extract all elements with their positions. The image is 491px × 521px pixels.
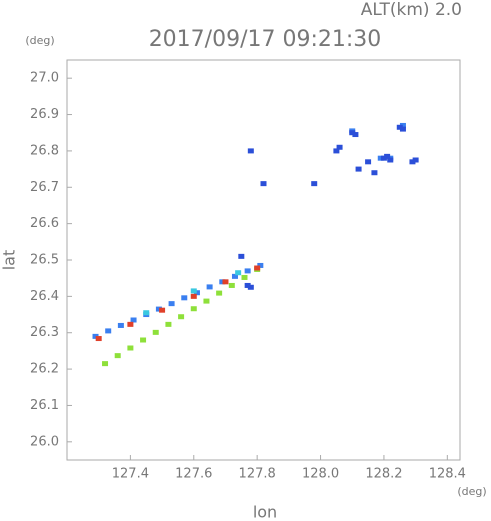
echo-point (257, 262, 264, 268)
echo-point (380, 155, 387, 161)
echo-point (311, 181, 318, 187)
echo-point (140, 337, 147, 343)
subtitle: ALT(km) 2.0 (361, 0, 462, 20)
echo-point (114, 353, 121, 359)
echo-point (231, 273, 238, 279)
y-unit: (deg) (25, 34, 54, 47)
plot-frame (66, 59, 461, 461)
y-tick-label: 26.3 (30, 325, 59, 340)
echo-point (155, 306, 162, 312)
y-tick-label: 26.2 (30, 362, 59, 377)
y-tick-label: 26.6 (30, 216, 59, 231)
echo-point (254, 265, 261, 271)
echo-point (244, 268, 251, 274)
echo-point (130, 317, 137, 323)
echo-point (244, 282, 251, 288)
echo-point (333, 148, 340, 154)
y-tick-label: 26.0 (30, 434, 59, 449)
y-tick-label: 26.7 (30, 180, 59, 195)
echo-point (260, 181, 267, 187)
x-label: lon (253, 503, 277, 521)
echo-point (165, 321, 172, 327)
echo-point (355, 166, 362, 172)
echo-point (235, 270, 242, 276)
echo-point (399, 126, 406, 132)
echo-point (168, 301, 175, 307)
echo-point (241, 274, 248, 280)
echo-point (143, 310, 150, 316)
echo-point (349, 130, 356, 136)
echo-point (92, 333, 99, 339)
echo-point (105, 328, 112, 334)
echo-point (206, 284, 213, 290)
echo-point (159, 307, 166, 313)
echo-point (219, 279, 226, 285)
echo-point (377, 155, 384, 161)
echo-point (193, 290, 200, 296)
echo-point (117, 322, 124, 328)
echo-point (190, 306, 197, 312)
y-label: lat (0, 250, 19, 271)
y-tick-label: 26.4 (30, 289, 59, 304)
y-tick-label: 26.1 (30, 398, 59, 413)
echo-point (95, 336, 102, 342)
echo-point (222, 279, 229, 285)
echo-point (371, 170, 378, 176)
echo-point (409, 159, 416, 165)
echo-point (384, 153, 391, 159)
echo-point (387, 157, 394, 163)
echo-point (102, 361, 109, 367)
y-tick-label: 26.8 (30, 143, 59, 158)
echo-point (152, 329, 159, 335)
echo-point (336, 144, 343, 150)
echo-point (127, 321, 134, 327)
echo-point (365, 159, 372, 165)
echo-point (127, 345, 134, 351)
y-tick-label: 26.5 (30, 253, 59, 268)
echo-point (190, 288, 197, 294)
echo-point (399, 122, 406, 128)
x-tick-label: 128.0 (302, 467, 339, 482)
y-tick-label: 27.0 (30, 71, 59, 86)
echo-point (216, 290, 223, 296)
echo-point (203, 298, 210, 304)
echo-point (181, 295, 188, 301)
x-tick-label: 127.8 (239, 467, 276, 482)
echo-point (178, 314, 185, 320)
chart-title: 2017/09/17 09:21:30 (149, 27, 382, 52)
echo-point (352, 132, 359, 138)
x-unit: (deg) (457, 485, 486, 498)
echo-point (228, 282, 235, 288)
echo-point (238, 253, 245, 259)
x-tick-label: 128.4 (429, 467, 466, 482)
echo-point (190, 293, 197, 299)
echo-point (247, 284, 254, 290)
echo-point (412, 157, 419, 163)
echo-point (247, 148, 254, 154)
x-tick-label: 127.6 (175, 467, 212, 482)
echo-point (396, 124, 403, 130)
y-tick-label: 26.9 (30, 107, 59, 122)
x-tick-label: 127.4 (112, 467, 149, 482)
x-tick-label: 128.2 (365, 467, 402, 482)
